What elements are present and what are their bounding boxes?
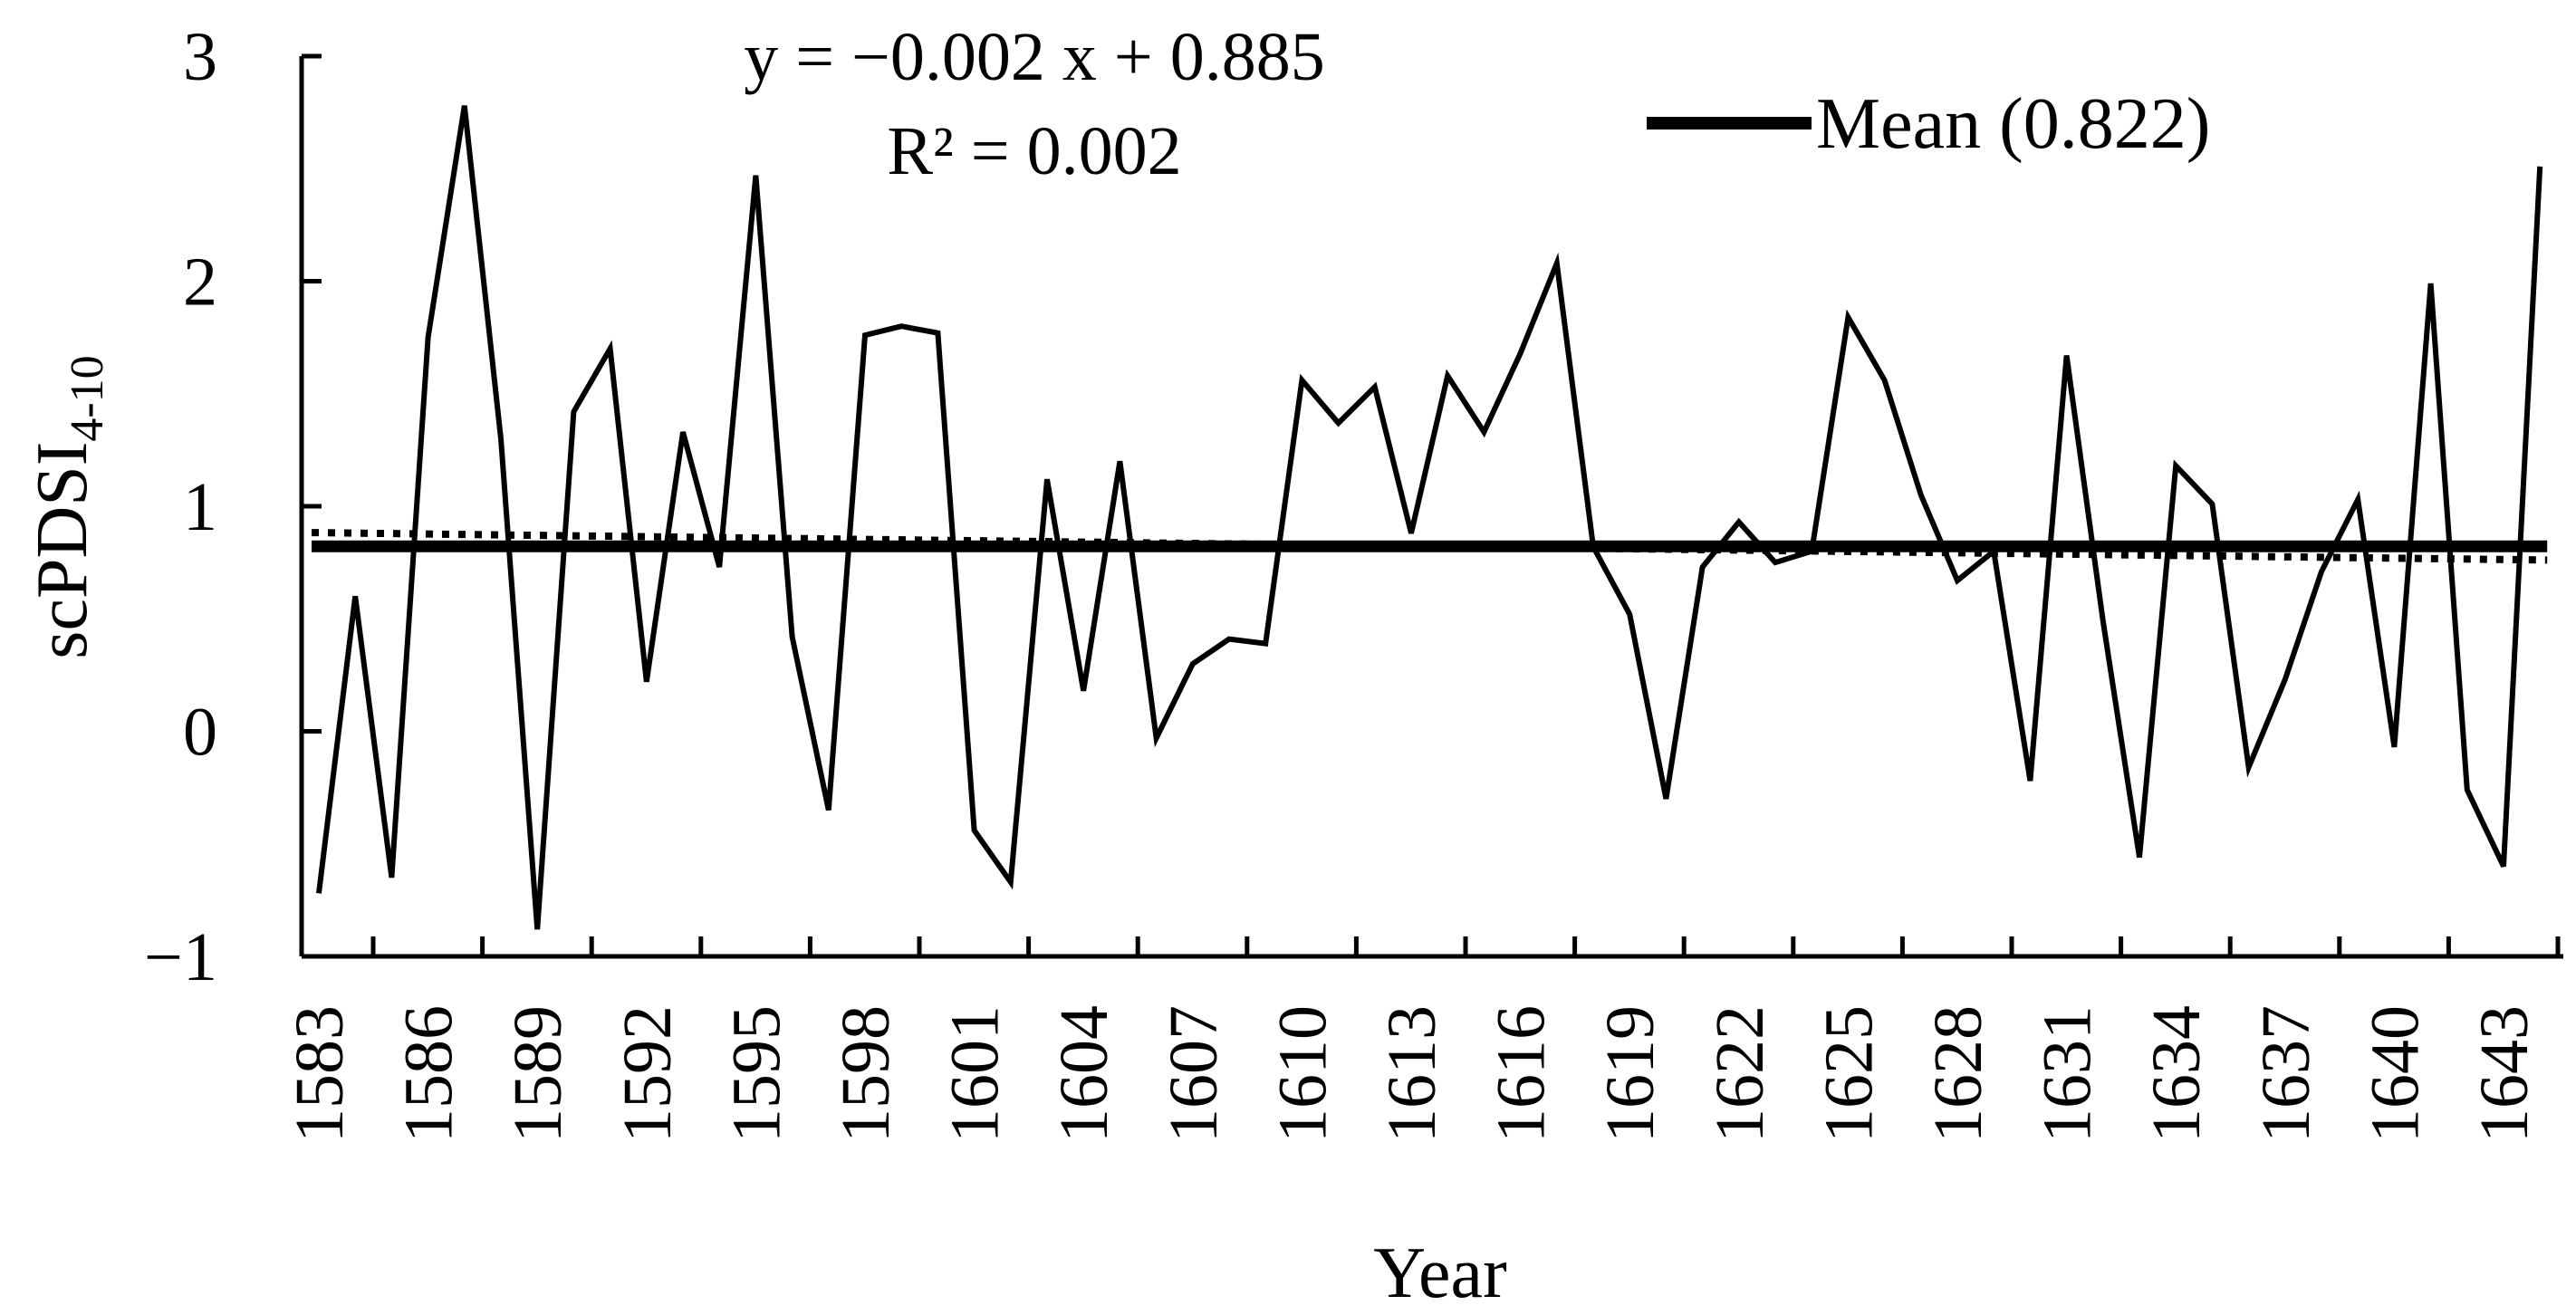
- x-tick-label: 1634: [2139, 1005, 2215, 1143]
- x-tick-label: 1610: [1264, 1005, 1341, 1143]
- x-tick-label: 1583: [282, 1005, 358, 1143]
- x-tick-label: 1601: [937, 1005, 1014, 1143]
- x-tick-label: 1628: [1920, 1005, 1996, 1143]
- trend-equation: y = −0.002 x + 0.885: [744, 19, 1325, 95]
- legend: Mean (0.822): [1647, 84, 2210, 164]
- r-squared-text: R² = 0.002: [887, 113, 1181, 189]
- x-tick-label: 1607: [1156, 1005, 1232, 1143]
- y-tick-label: −1: [144, 919, 217, 995]
- x-tick-label: 1643: [2466, 1005, 2542, 1143]
- x-tick-label: 1622: [1702, 1005, 1778, 1143]
- x-axis-ticks: 1583 1586 1589 1592 1595 1598 1601 1604 1607 1610…: [282, 936, 2561, 1143]
- x-tick-label: 1586: [391, 1005, 467, 1143]
- r-squared: R² = 0.002: [887, 113, 1181, 189]
- x-tick-label: 1592: [610, 1005, 686, 1143]
- y-tick-label: 0: [183, 695, 217, 771]
- y-axis-ticks: −1 0 1 2 3: [144, 19, 322, 995]
- trend-equation-text: y = −0.002 x + 0.885: [744, 19, 1325, 95]
- y-axis-title: scPDSI4-10: [23, 355, 113, 658]
- x-tick-label: 1598: [828, 1005, 904, 1143]
- x-tick-label: 1625: [1811, 1005, 1887, 1143]
- x-tick-label: 1604: [1046, 1005, 1122, 1143]
- y-axis-title-subscript: 4-10: [62, 355, 113, 441]
- y-tick-label: 1: [183, 469, 217, 545]
- x-tick-label: 1616: [1484, 1005, 1560, 1143]
- x-tick-label: 1613: [1374, 1005, 1450, 1143]
- x-axis-title: Year: [1373, 1233, 1506, 1313]
- x-tick-label: 1640: [2357, 1005, 2433, 1143]
- x-tick-label: 1631: [2030, 1005, 2106, 1143]
- x-tick-label: 1619: [1592, 1005, 1668, 1143]
- trend-line: [311, 529, 2548, 564]
- series-line: [316, 105, 2543, 930]
- legend-mean-label: Mean (0.822): [1816, 84, 2210, 164]
- y-axis-title-main: scPDSI: [23, 442, 102, 659]
- y-tick-label: 3: [183, 19, 217, 95]
- x-tick-label: 1595: [718, 1005, 794, 1143]
- plot-area: [299, 56, 2563, 959]
- x-tick-label: 1637: [2248, 1005, 2324, 1143]
- x-tick-label: 1589: [500, 1005, 576, 1143]
- y-tick-label: 2: [183, 245, 217, 321]
